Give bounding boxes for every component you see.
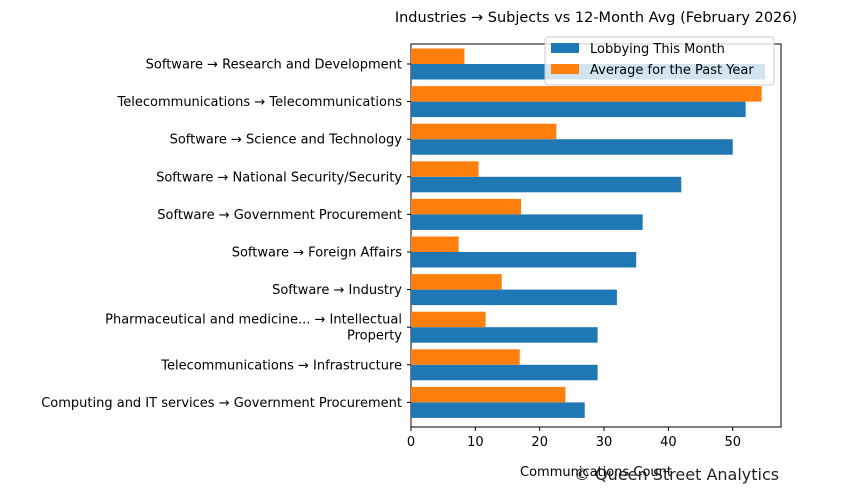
bar-this-month (411, 402, 585, 418)
legend-label: Lobbying This Month (590, 42, 725, 57)
bar-this-month (411, 289, 617, 306)
y-tick-label: Software → Foreign Affairs (232, 246, 402, 261)
x-tick-label: 30 (596, 435, 613, 450)
y-tick-label: Pharmaceutical and medicine... → Intelle… (105, 313, 402, 344)
y-tick-label: Software → Government Procurement (157, 208, 402, 223)
bar-past-year-average (411, 161, 479, 177)
bar-past-year-average (411, 198, 522, 215)
y-tick-label: Software → Science and Technology (170, 133, 403, 148)
bar-this-month (411, 252, 637, 268)
bar-this-month (411, 101, 746, 118)
y-tick-labels: Software → Research and Development Telec… (41, 58, 411, 411)
bar-past-year-average (411, 349, 520, 365)
bar-past-year-average (411, 86, 762, 102)
y-tick-label: Telecommunications → Infrastructure (160, 358, 402, 373)
x-tick-label: 50 (724, 435, 741, 450)
x-tick-label: 40 (660, 435, 677, 450)
bar-past-year-average (411, 123, 557, 140)
x-axis-label: Communications Count (520, 465, 672, 480)
bar-this-month (411, 327, 598, 343)
bar-past-year-average (411, 386, 566, 403)
bar-this-month (411, 214, 643, 230)
y-tick-label: Software → Industry (272, 283, 402, 298)
legend: Lobbying This Month Average for the Past … (544, 36, 775, 86)
bar-past-year-average (411, 236, 459, 252)
bar-this-month (411, 176, 682, 193)
bar-this-month (411, 139, 733, 155)
y-tick-label: Computing and IT services → Government P… (41, 396, 402, 411)
y-tick-label: Software → National Security/Security (156, 170, 402, 185)
x-tick-label: 20 (531, 435, 548, 450)
bar-this-month (411, 364, 598, 381)
bar-past-year-average (411, 311, 486, 328)
chart-title: Industries → Subjects vs 12-Month Avg (F… (395, 10, 797, 26)
bar-past-year-average (411, 274, 502, 290)
x-tick-label: 0 (407, 435, 415, 450)
x-tick-label: 10 (467, 435, 484, 450)
x-axis: 0 10 20 30 40 50 (407, 427, 741, 450)
legend-label: Average for the Past Year (590, 63, 754, 78)
y-tick-label: Software → Research and Development (146, 58, 402, 73)
bar-past-year-average (411, 48, 465, 64)
legend-box (544, 36, 775, 86)
legend-swatch (551, 43, 579, 53)
legend-swatch (551, 64, 579, 74)
watermark: © Queen Street Analytics (574, 465, 780, 484)
y-tick-label: Telecommunications → Telecommunications (117, 95, 403, 110)
bars-layer (411, 48, 765, 418)
